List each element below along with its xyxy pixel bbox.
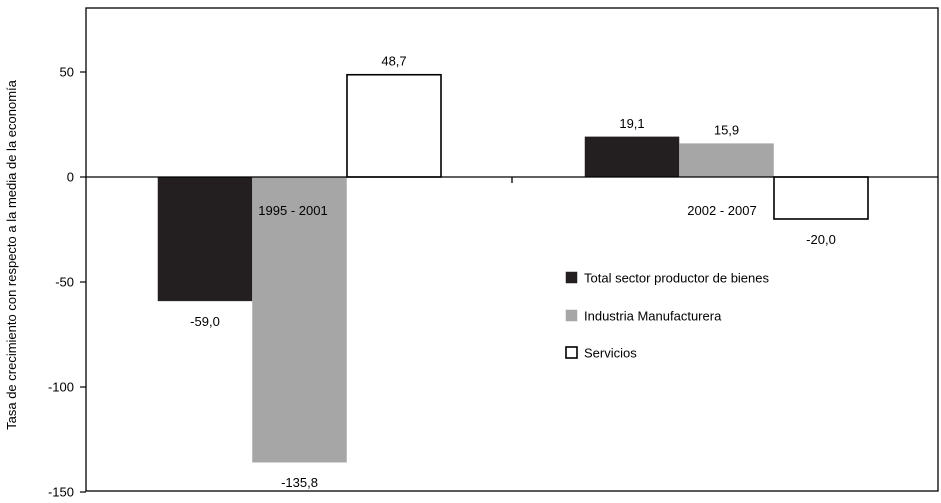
y-tick-label: 0 (67, 170, 74, 185)
legend-swatch (565, 309, 578, 322)
plot-area (85, 7, 939, 492)
data-label: 15,9 (714, 123, 739, 138)
data-labels: -59,0 19,1 -135,8 15,9 48,7 -20,0 (190, 54, 836, 490)
data-label: 19,1 (619, 116, 644, 131)
bar (679, 143, 774, 178)
y-axis: 50 0 -50 -100 -150 (48, 65, 86, 500)
y-axis-title: Tasa de crecimiento con respecto a la me… (4, 79, 19, 430)
bar (346, 73, 442, 178)
data-label: -59,0 (190, 314, 220, 329)
bar (773, 176, 869, 220)
plot-border (85, 7, 939, 492)
bar (584, 136, 680, 178)
category-labels: 1995 - 2001 2002 - 2007 (258, 203, 756, 218)
bar-series (86, 73, 938, 463)
data-label: -20,0 (806, 232, 836, 247)
legend: Total sector productor de bienes Industri… (565, 271, 769, 361)
legend-label: Servicios (584, 346, 637, 361)
legend-label: Industria Manufacturera (584, 309, 722, 324)
y-tick-label: -150 (48, 485, 74, 500)
bar (252, 176, 347, 463)
y-tick-label: -50 (55, 275, 74, 290)
category-label: 2002 - 2007 (687, 203, 756, 218)
legend-swatch (565, 346, 578, 359)
category-label: 1995 - 2001 (258, 203, 327, 218)
y-tick-label: -100 (48, 380, 74, 395)
data-label: -135,8 (281, 475, 318, 490)
data-label: 48,7 (381, 54, 406, 69)
y-tick-label: 50 (60, 65, 74, 80)
bar (157, 176, 253, 302)
legend-label: Total sector productor de bienes (584, 271, 769, 286)
legend-swatch (565, 271, 578, 284)
